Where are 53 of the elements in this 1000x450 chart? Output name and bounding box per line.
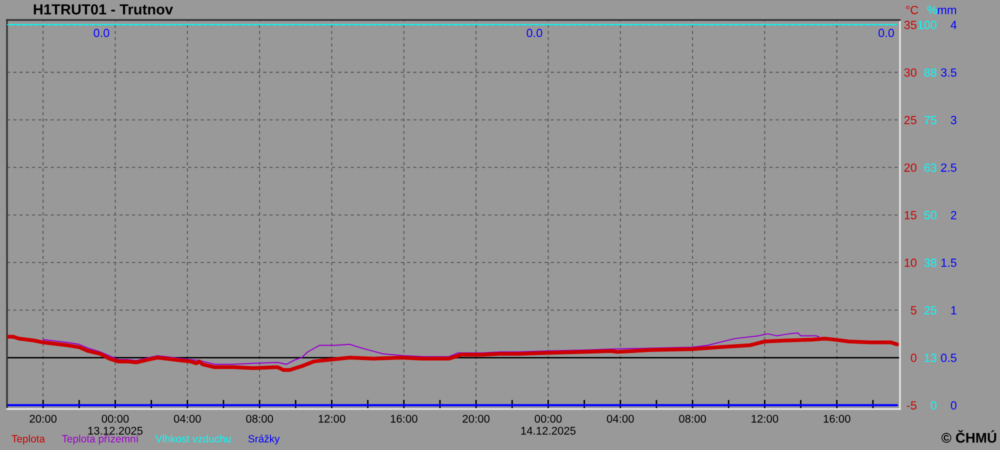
y3-tick-label: 4	[950, 20, 957, 30]
annotation: 0.0	[94, 28, 110, 38]
y-tick-label: 35	[904, 20, 916, 30]
y3-tick-label: 3.5	[940, 68, 956, 77]
y3-tick-label: 2.5	[941, 163, 956, 172]
text: Srážky	[248, 434, 280, 445]
y3-axis-title: mm	[938, 8, 956, 14]
y3-tick-label: 1.5	[941, 258, 956, 267]
y3-tick-label: 3	[950, 116, 956, 124]
y-tick-label: 15	[904, 211, 916, 220]
y2-tick-label: 38	[924, 258, 936, 267]
y2-tick-label: 63	[924, 163, 936, 172]
x-tick-label: 16:00	[390, 414, 418, 423]
y3-tick-label: 0	[950, 401, 956, 410]
text: Teplota	[12, 434, 46, 445]
x-tick-label: 12:00	[318, 414, 346, 423]
line-series	[7, 334, 899, 372]
text: Teplota přízemní	[62, 434, 139, 445]
y3-tick-label: 0.5	[940, 354, 956, 362]
y2-tick-label: 50	[924, 211, 936, 220]
x-tick-label: 00:00 13.12.2025	[88, 414, 143, 435]
x-tick-label: 08:00	[246, 414, 274, 423]
y-axis-title: °C	[906, 6, 918, 14]
x-tick-label: 00:00 14.12.2025	[521, 414, 576, 435]
x-tick-label: 20:00	[30, 414, 57, 423]
y2-axis-title: %	[927, 6, 937, 14]
x-tick-label: 16:00	[824, 414, 850, 423]
y2-tick-label: 88	[924, 68, 936, 77]
y-tick-label: 5	[910, 306, 916, 314]
y2-tick-label: 25	[924, 306, 936, 314]
x-tick-label: 04:00	[174, 414, 201, 423]
x-tick-label: 12:00	[752, 414, 778, 423]
y-tick-label: 10	[904, 258, 916, 267]
text: Vlhkost vzduchu	[155, 434, 231, 442]
y3-tick-label: 1	[951, 306, 956, 314]
y3-tick-label: 2	[950, 211, 956, 220]
annotation: 0.0	[878, 28, 894, 38]
y-tick-label: 30	[904, 68, 916, 77]
y-tick-label: -5	[906, 401, 916, 410]
text: © ČHMÚ	[941, 430, 996, 443]
annotation: 0.0	[526, 28, 542, 38]
y-tick-label: 0	[910, 354, 916, 362]
y-tick-label: 25	[904, 116, 916, 124]
y2-tick-label: 0	[930, 401, 936, 410]
x-tick-label: 08:00	[679, 414, 706, 423]
x-tick-label: 20:00	[462, 414, 490, 423]
line-series	[42, 332, 820, 365]
y-tick-label: 20	[904, 163, 916, 172]
x-tick-label: 04:00	[606, 414, 634, 423]
y2-tick-label: 13	[924, 354, 936, 362]
y2-tick-label: 100	[918, 20, 936, 30]
y2-tick-label: 75	[924, 116, 936, 124]
chart-title: H1TRUT01 - Trutnov	[34, 4, 174, 15]
